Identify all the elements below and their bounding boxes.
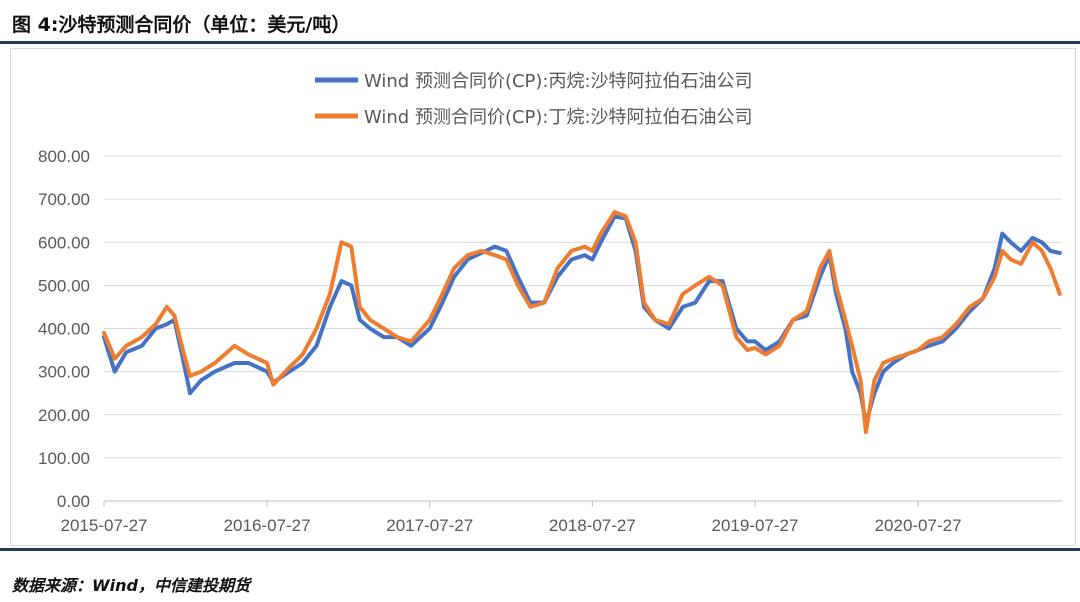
header: 图 4:沙特预测合同价（单位：美元/吨） [0, 0, 1080, 44]
y-tick-label: 400.00 [38, 320, 90, 339]
x-tick-label: 2020-07-27 [875, 516, 962, 535]
y-tick-label: 800.00 [38, 147, 90, 166]
x-tick-label: 2018-07-27 [549, 516, 636, 535]
x-tick-label: 2017-07-27 [386, 516, 473, 535]
chart-frame [10, 48, 1076, 546]
legend-label: Wind 预测合同价(CP):丁烷:沙特阿拉伯石油公司 [364, 107, 753, 128]
page-title: 图 4:沙特预测合同价（单位：美元/吨） [12, 14, 351, 36]
series-line-butane [102, 210, 1062, 434]
legend-label: Wind 预测合同价(CP):丙烷:沙特阿拉伯石油公司 [364, 71, 753, 92]
series-layer [102, 210, 1062, 434]
axis-layer: 0.00 100.00 200.00 300.00 400.00 500.00 600.00… [38, 147, 962, 535]
source-note: 数据来源：Wind，中信建投期货 [12, 576, 250, 595]
x-tick-label: 2016-07-27 [224, 516, 311, 535]
grid-layer [104, 155, 1062, 502]
y-tick-label: 0.00 [57, 492, 90, 511]
y-tick-label: 100.00 [38, 449, 90, 468]
bottom-divider [0, 548, 1080, 551]
legend-layer: Wind 预测合同价(CP):丙烷:沙特阿拉伯石油公司 Wind 预测合同价(CP… [315, 71, 753, 128]
y-tick-label: 500.00 [38, 276, 90, 295]
y-tick-label: 200.00 [38, 406, 90, 425]
y-tick-label: 700.00 [38, 190, 90, 209]
top-divider [0, 41, 1080, 44]
y-tick-label: 600.00 [38, 233, 90, 252]
y-tick-label: 300.00 [38, 363, 90, 382]
x-tick-label: 2015-07-27 [61, 516, 148, 535]
x-tick-label: 2019-07-27 [712, 516, 799, 535]
